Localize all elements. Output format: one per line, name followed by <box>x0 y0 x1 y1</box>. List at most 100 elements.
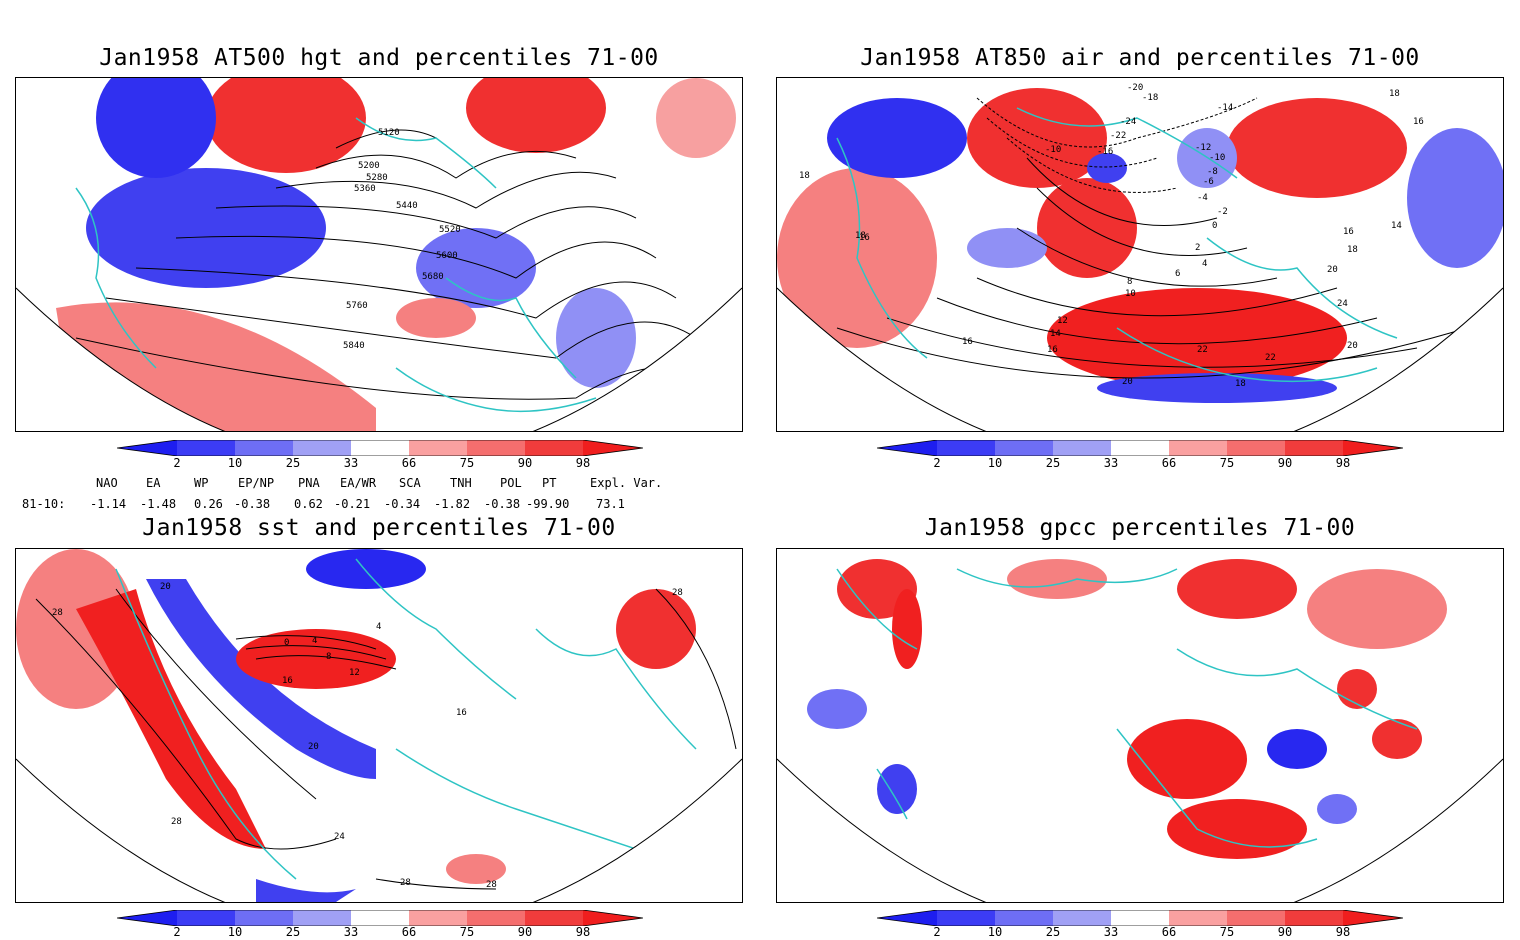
colorbar-hgt500: 2 10 25 33 66 75 90 98 <box>116 439 644 470</box>
index-value-ea: -1.48 <box>140 497 177 511</box>
svg-text:-22: -22 <box>1110 131 1126 141</box>
index-value-nao: -1.14 <box>90 497 127 511</box>
svg-text:28: 28 <box>52 608 63 618</box>
svg-text:12: 12 <box>1057 316 1068 326</box>
svg-text:28: 28 <box>171 817 182 827</box>
svg-text:28: 28 <box>486 880 497 890</box>
colorbar-gpcc: 2 10 25 33 66 75 90 98 <box>876 909 1404 940</box>
svg-text:8: 8 <box>1127 277 1132 287</box>
svg-text:-10: -10 <box>1209 153 1225 163</box>
height-contours <box>75 129 717 400</box>
svg-text:16: 16 <box>1343 227 1354 237</box>
temperature-contours <box>836 97 1468 379</box>
svg-text:16: 16 <box>456 708 467 718</box>
svg-text:5840: 5840 <box>343 341 365 351</box>
index-header-pna: PNA <box>298 476 320 490</box>
svg-text:4: 4 <box>312 636 317 646</box>
svg-text:24: 24 <box>1337 299 1348 309</box>
svg-text:5760: 5760 <box>346 301 368 311</box>
contour-labels: 5120 5200 5280 5360 5440 5520 5600 5680 … <box>343 128 461 351</box>
svg-text:18: 18 <box>1235 379 1246 389</box>
svg-text:-8: -8 <box>1207 167 1218 177</box>
svg-text:18: 18 <box>855 231 866 241</box>
percentile-shading <box>16 549 696 902</box>
svg-text:8: 8 <box>326 652 331 662</box>
svg-text:-2: -2 <box>1217 207 1228 217</box>
percentile-shading <box>807 559 1447 859</box>
svg-text:28: 28 <box>400 878 411 888</box>
coastlines <box>115 558 697 880</box>
svg-text:-10: -10 <box>1045 145 1061 155</box>
svg-text:-14: -14 <box>1217 103 1233 113</box>
svg-text:-24: -24 <box>1120 117 1136 127</box>
svg-text:16: 16 <box>859 233 870 243</box>
svg-text:2: 2 <box>1195 243 1200 253</box>
svg-text:16: 16 <box>962 337 973 347</box>
index-header-sca: SCA <box>399 476 421 490</box>
svg-text:16: 16 <box>1413 117 1424 127</box>
svg-text:0: 0 <box>284 638 289 648</box>
coastlines <box>75 117 597 413</box>
index-header-pol: POL <box>500 476 522 490</box>
map-panel-gpcc <box>776 548 1504 903</box>
svg-text:22: 22 <box>1197 345 1208 355</box>
svg-text:-4: -4 <box>1197 193 1208 203</box>
index-header-wp: WP <box>194 476 209 490</box>
contour-labels: -20 -18 -14 -24 -22 -16 -10 -12 -10 -8 -… <box>799 83 1424 389</box>
svg-text:20: 20 <box>160 582 171 592</box>
svg-text:20: 20 <box>308 742 319 752</box>
svg-text:10: 10 <box>1125 289 1136 299</box>
index-value-epnp: -0.38 <box>234 497 271 511</box>
svg-text:18: 18 <box>1347 245 1358 255</box>
index-header-epnp: EP/NP <box>238 476 275 490</box>
index-value-pna: 0.62 <box>294 497 323 511</box>
svg-text:16: 16 <box>282 676 293 686</box>
panel-title-air850: Jan1958 AT850 air and percentiles 71-00 <box>860 45 1420 71</box>
svg-text:5680: 5680 <box>422 272 444 282</box>
svg-text:-12: -12 <box>1195 143 1211 153</box>
svg-text:18: 18 <box>1389 89 1400 99</box>
svg-text:-16: -16 <box>1097 147 1113 157</box>
svg-text:-20: -20 <box>1127 83 1143 93</box>
svg-text:24: 24 <box>334 832 345 842</box>
colorbar-air850: 2 10 25 33 66 75 90 98 <box>876 439 1404 470</box>
svg-text:5360: 5360 <box>354 184 376 194</box>
index-row-label: 81-10: <box>22 497 66 511</box>
svg-text:20: 20 <box>1327 265 1338 275</box>
svg-text:6: 6 <box>1175 269 1180 279</box>
panel-title-gpcc: Jan1958 gpcc percentiles 71-00 <box>924 515 1356 541</box>
colorbar-swatches <box>116 909 644 927</box>
colorbar-swatches <box>876 909 1404 927</box>
sst-contours <box>35 588 737 890</box>
coastlines <box>836 107 1398 383</box>
map-panel-hgt500: 5120 5200 5280 5360 5440 5520 5600 5680 … <box>15 77 743 432</box>
percentile-shading <box>56 78 736 431</box>
percentile-shading <box>777 88 1503 403</box>
svg-text:20: 20 <box>1122 377 1133 387</box>
svg-text:-18: -18 <box>1142 93 1158 103</box>
svg-text:22: 22 <box>1265 353 1276 363</box>
svg-text:5520: 5520 <box>439 225 461 235</box>
map-panel-air850: -20 -18 -14 -24 -22 -16 -10 -12 -10 -8 -… <box>776 77 1504 432</box>
index-value-eawr: -0.21 <box>334 497 371 511</box>
index-value-tnh: -1.82 <box>434 497 471 511</box>
svg-text:5280: 5280 <box>366 173 388 183</box>
index-value-wp: 0.26 <box>194 497 223 511</box>
coastlines <box>836 568 1418 848</box>
svg-text:4: 4 <box>376 622 381 632</box>
svg-text:5120: 5120 <box>378 128 400 138</box>
svg-text:0: 0 <box>1212 221 1217 231</box>
svg-text:14: 14 <box>1391 221 1402 231</box>
index-value-expl-var: 73.1 <box>596 497 625 511</box>
svg-text:-6: -6 <box>1203 177 1214 187</box>
svg-text:16: 16 <box>1047 345 1058 355</box>
index-header-ea: EA <box>146 476 161 490</box>
svg-text:14: 14 <box>1050 329 1061 339</box>
index-value-pol: -0.38 <box>484 497 521 511</box>
index-header-eawr: EA/WR <box>340 476 377 490</box>
svg-text:4: 4 <box>1202 259 1207 269</box>
map-panel-sst: 20 28 0 4 8 12 16 20 24 28 28 16 4 28 28 <box>15 548 743 903</box>
index-value-pt: -99.90 <box>526 497 570 511</box>
contour-labels: 20 28 0 4 8 12 16 20 24 28 28 16 4 28 28 <box>52 582 683 890</box>
colorbar-swatches <box>876 439 1404 457</box>
